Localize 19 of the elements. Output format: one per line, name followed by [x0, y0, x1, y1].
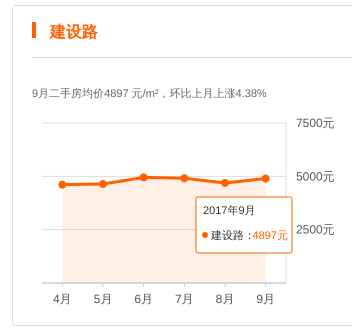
y-tick-label: 5000元	[296, 169, 335, 184]
x-tick-label: 9月	[256, 292, 276, 306]
x-tick-label: 4月	[52, 292, 72, 306]
chart-subtitle: 9月二手房均价4897 元/m²，环比上月上涨4.38%	[32, 87, 267, 100]
point	[99, 180, 107, 188]
y-tick-label: 2500元	[296, 222, 335, 237]
point	[221, 178, 229, 187]
x-tick-label: 7月	[174, 292, 194, 306]
point	[140, 173, 148, 182]
annotation: 2017年9月	[203, 205, 256, 217]
y-tick-label: 7500元	[296, 116, 335, 130]
x-tick-label: 6月	[134, 292, 154, 306]
legend-label: 建设路	[48, 23, 98, 41]
annotation: 4897元	[252, 230, 288, 242]
x-tick-label: 8月	[216, 292, 234, 306]
point	[262, 174, 270, 183]
point	[58, 180, 66, 189]
x-tick-label: 5月	[94, 292, 112, 306]
point	[180, 174, 188, 182]
